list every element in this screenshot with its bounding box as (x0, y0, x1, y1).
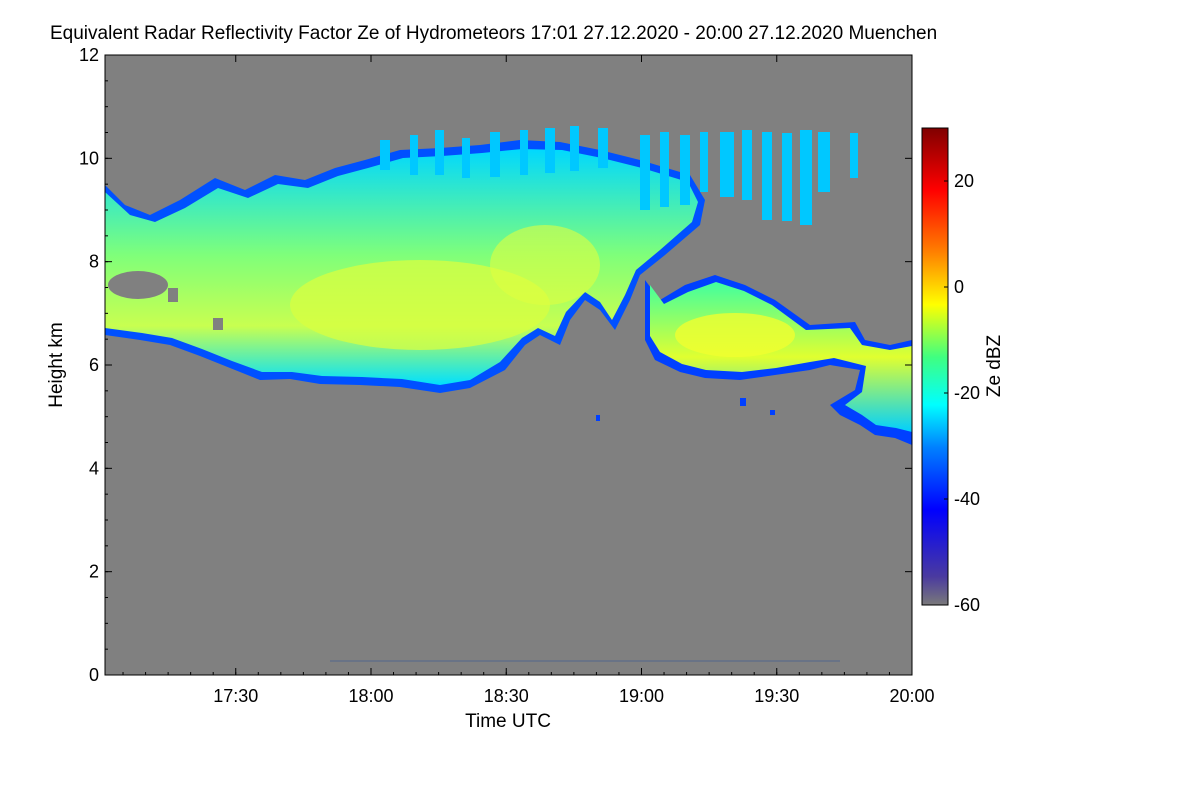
y-tick-label: 4 (89, 458, 99, 478)
x-tick-label: 19:30 (754, 686, 799, 706)
x-axis-label: Time UTC (465, 711, 551, 732)
ground-clutter (330, 660, 840, 662)
speck-2 (740, 398, 746, 406)
colorbar-tick-label: -20 (954, 383, 980, 403)
x-axis: 17:30 18:00 18:30 19:00 19:30 20:00 (122, 55, 935, 706)
small-gap-2 (213, 318, 223, 330)
fallstreaks (380, 126, 858, 225)
chart-title: Equivalent Radar Reflectivity Factor Ze … (50, 23, 937, 44)
speck-3 (770, 410, 775, 415)
colorbar-tick-label: -60 (954, 595, 980, 615)
x-tick-label: 17:30 (213, 686, 258, 706)
left-gap (108, 271, 168, 299)
main-layer-core-2 (490, 225, 600, 305)
colorbar-label: Ze dBZ (984, 334, 1005, 397)
x-tick-label: 18:00 (348, 686, 393, 706)
colorbar-tick-label: -40 (954, 489, 980, 509)
y-tick-label: 2 (89, 562, 99, 582)
colorbar-tick-label: 0 (954, 277, 964, 297)
radar-echoes (105, 126, 912, 662)
lower-layer-core (675, 313, 795, 357)
y-tick-label: 6 (89, 355, 99, 375)
y-tick-label: 8 (89, 252, 99, 272)
y-tick-label: 0 (89, 665, 99, 685)
colorbar-tick-label: 20 (954, 171, 974, 191)
y-tick-label: 10 (79, 148, 99, 168)
x-tick-label: 20:00 (889, 686, 934, 706)
y-axis-label: Height km (46, 322, 67, 408)
x-tick-label: 19:00 (619, 686, 664, 706)
x-tick-label: 18:30 (484, 686, 529, 706)
speck-1 (596, 415, 600, 421)
y-tick-label: 12 (79, 45, 99, 65)
colorbar (921, 127, 949, 606)
y-axis: 0 2 4 6 8 10 12 (79, 45, 912, 685)
colorbar-ticks: -60 -40 -20 0 20 (944, 171, 980, 615)
main-layer-core (290, 260, 550, 350)
small-gap-1 (168, 288, 178, 302)
